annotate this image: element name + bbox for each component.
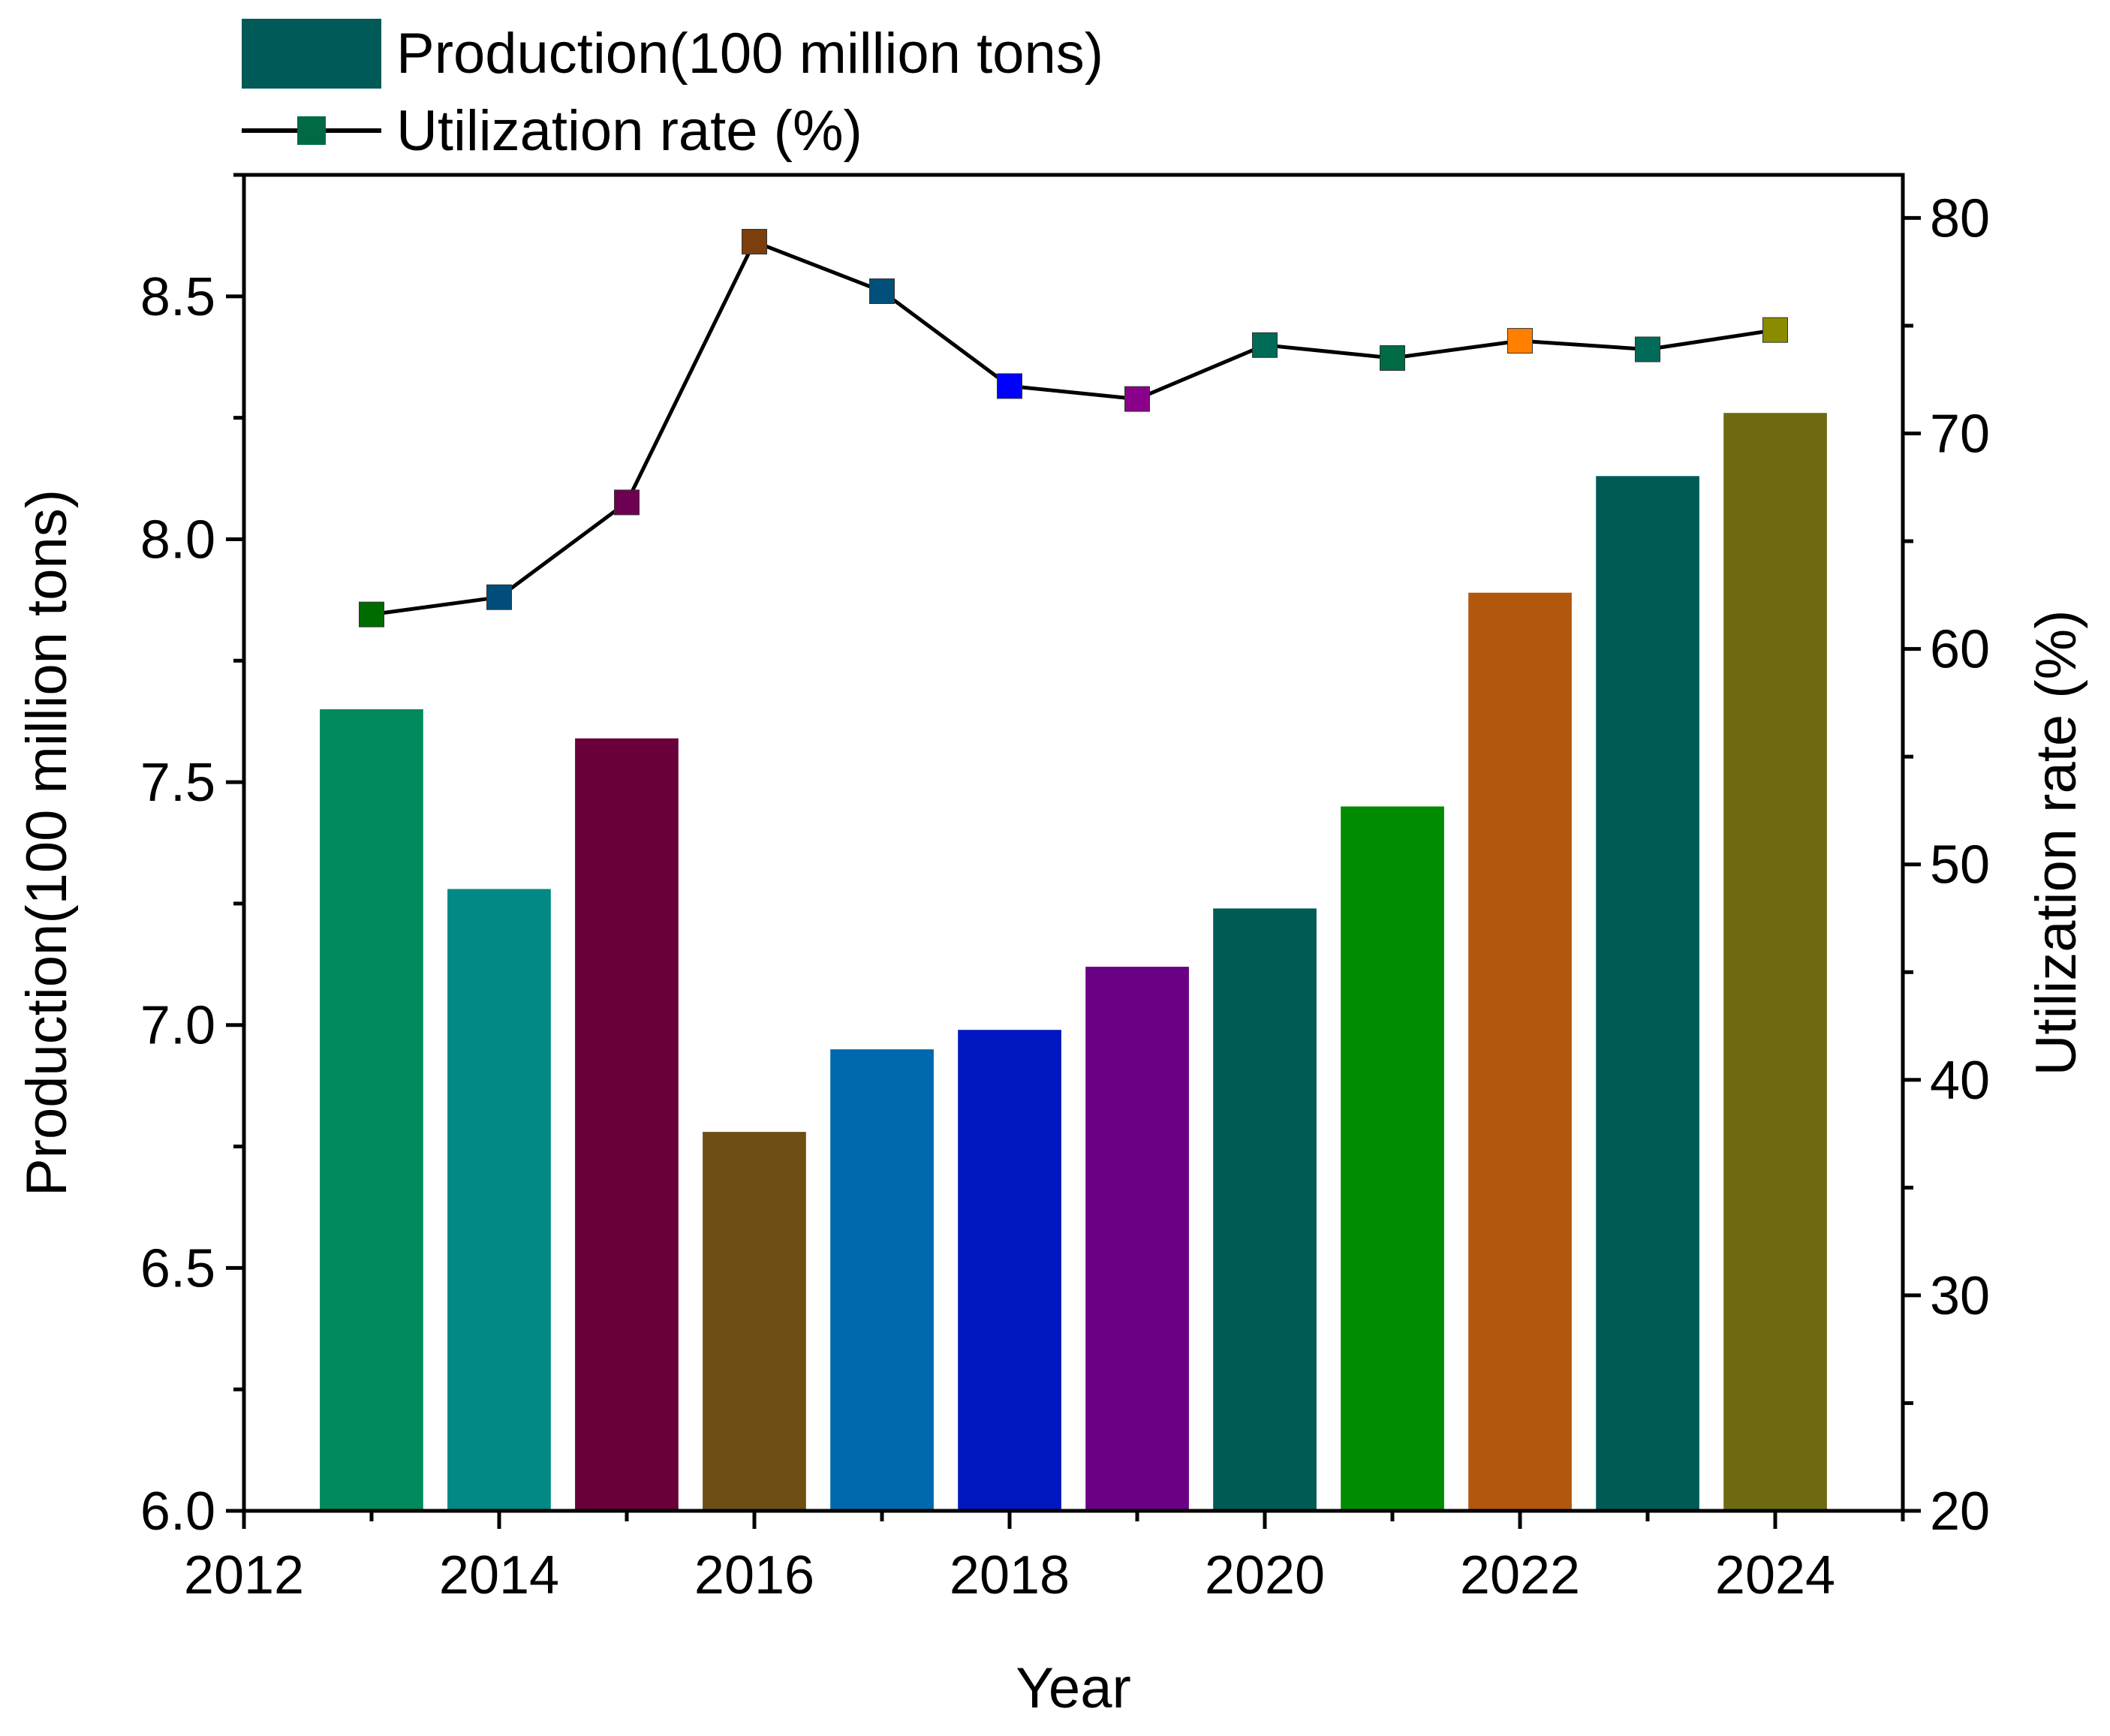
y-tick-label: 6.5 — [140, 1238, 215, 1298]
legend: Production(100 million tons) Utilization… — [242, 19, 1103, 163]
plot-frame — [242, 173, 1905, 1513]
y-tick-label: 6.0 — [140, 1482, 215, 1542]
utilization-marker-2023 — [1635, 336, 1660, 363]
utilization-marker-2018 — [997, 373, 1022, 399]
bar-2013 — [320, 709, 423, 1511]
bar-2017 — [830, 1049, 934, 1511]
y2-tick-label: 30 — [1930, 1266, 1990, 1326]
y-axis-left: 6.0 6.5 7.0 7.5 8.0 8.5 — [140, 173, 244, 1542]
bar-2020 — [1213, 908, 1317, 1511]
y2-tick-label: 70 — [1930, 405, 1990, 465]
utilization-marker-2021 — [1380, 345, 1405, 371]
x-tick-label: 2022 — [1460, 1545, 1580, 1605]
utilization-marker-2015 — [614, 489, 640, 516]
bar-2023 — [1596, 476, 1699, 1511]
bar-2018 — [958, 1030, 1061, 1511]
y2-tick-label: 50 — [1930, 835, 1990, 895]
legend-line-marker — [297, 116, 326, 145]
legend-bar-label: Production(100 million tons) — [396, 22, 1103, 86]
y-axis-right-title: Utilization rate (%) — [2024, 610, 2088, 1076]
x-axis: 2012 2014 2016 2018 2020 2022 2024 — [184, 1511, 1905, 1605]
bar-2015 — [575, 738, 679, 1511]
y2-tick-label: 60 — [1930, 620, 1990, 680]
y-tick-label: 8.5 — [140, 267, 215, 327]
utilization-marker-2020 — [1252, 332, 1278, 358]
bar-2016 — [703, 1132, 806, 1511]
x-tick-label: 2018 — [950, 1545, 1070, 1605]
x-tick-label: 2024 — [1715, 1545, 1835, 1605]
bar-2019 — [1085, 967, 1189, 1511]
legend-line-label: Utilization rate (%) — [396, 99, 862, 163]
bar-2024 — [1723, 413, 1827, 1512]
bar-2022 — [1468, 592, 1572, 1512]
x-tick-label: 2020 — [1205, 1545, 1325, 1605]
utilization-marker-2016 — [742, 229, 767, 254]
utilization-marker-2019 — [1124, 386, 1150, 412]
utilization-marker-2022 — [1507, 328, 1533, 354]
bar-2014 — [447, 889, 551, 1511]
y-axis-left-title: Production(100 million tons) — [15, 489, 79, 1196]
utilization-marker-2024 — [1762, 317, 1788, 343]
utilization-marker-2014 — [486, 584, 512, 610]
y-tick-label: 7.0 — [140, 996, 215, 1056]
y-tick-label: 7.5 — [140, 753, 215, 813]
y2-tick-label: 40 — [1930, 1051, 1990, 1111]
x-axis-title: Year — [1016, 1656, 1131, 1720]
x-tick-label: 2016 — [694, 1545, 814, 1605]
y-tick-label: 8.0 — [140, 510, 215, 570]
y-axis-right: 20 30 40 50 60 70 80 — [1903, 188, 1990, 1542]
utilization-marker-2013 — [359, 601, 384, 627]
x-tick-label: 2012 — [184, 1545, 304, 1605]
bars — [320, 413, 1827, 1512]
utilization-line-layer — [359, 229, 1788, 627]
y2-tick-label: 20 — [1930, 1482, 1990, 1542]
y2-tick-label: 80 — [1930, 188, 1990, 248]
utilization-line — [371, 239, 1776, 617]
utilization-marker-2017 — [869, 278, 895, 304]
legend-bar-swatch — [242, 19, 381, 89]
x-tick-label: 2014 — [439, 1545, 559, 1605]
bar-2021 — [1341, 806, 1444, 1511]
